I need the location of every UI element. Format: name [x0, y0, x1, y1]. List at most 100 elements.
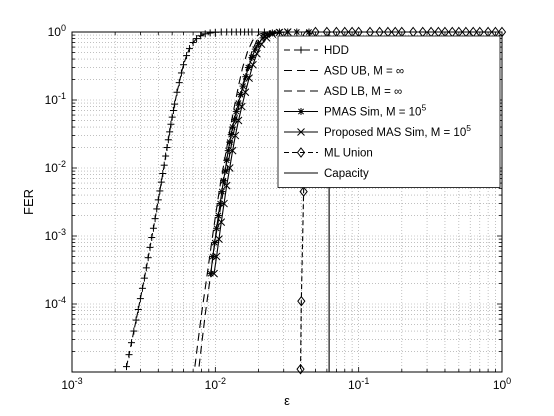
series-point: [207, 270, 215, 278]
series-point: [234, 116, 243, 125]
series-point: [201, 30, 209, 38]
series-point: [223, 156, 231, 164]
legend-label: ML Union: [324, 148, 373, 160]
legend-item: ASD UB, M = ∞: [284, 66, 404, 78]
series-point: [262, 34, 271, 42]
legend-item: HDD: [284, 45, 349, 57]
x-tick-label: 10-1: [348, 376, 369, 392]
x-tick-label: 10-2: [205, 376, 226, 392]
y-tick-label: 10-2: [45, 159, 66, 175]
legend-label: ASD UB, M = ∞: [324, 66, 404, 78]
y-tick-labels: 10-4 10-3 10-2 10-1 100: [45, 23, 66, 311]
series-point: [138, 284, 146, 292]
y-tick-label: 10-3: [45, 227, 66, 243]
series-point: [125, 351, 133, 359]
y-tick-label: 100: [48, 23, 66, 39]
legend: HDD ASD UB, M = ∞ ASD LB, M = ∞ PMAS Sim, M…: [277, 35, 501, 188]
legend-item: Capacity: [284, 168, 369, 180]
y-tick-label: 10-4: [45, 295, 66, 311]
series-point: [210, 269, 218, 278]
series-point: [168, 113, 176, 121]
series-point: [160, 161, 168, 169]
series-point: [132, 316, 140, 324]
series-point: [228, 146, 237, 155]
series-point: [259, 34, 267, 42]
legend-item: ASD LB, M = ∞: [284, 86, 402, 98]
series-point: [211, 239, 219, 247]
legend-item: ML Union: [284, 147, 373, 160]
x-axis-label: ε: [284, 393, 290, 408]
series-point: [216, 200, 224, 208]
series-point: [296, 363, 305, 375]
series-point: [257, 40, 266, 49]
series-point: [171, 100, 179, 108]
x-tick-label: 100: [493, 376, 511, 392]
x-tick-labels: 10-3 10-2 10-1 100: [61, 376, 511, 392]
series-point: [218, 188, 226, 196]
series-point: [167, 120, 175, 128]
series-point: [248, 54, 256, 62]
series-point: [206, 29, 214, 37]
series-point: [166, 128, 174, 136]
legend-label: PMAS Sim, M = 105: [324, 103, 426, 119]
legend-item: Proposed MAS Sim, M = 105: [284, 123, 471, 139]
series-point: [156, 187, 164, 195]
series-point: [219, 177, 227, 185]
series-point: [183, 52, 191, 60]
series-point: [213, 224, 221, 232]
x-tick-label: 10-3: [61, 376, 82, 392]
legend-marker: [297, 128, 305, 136]
series-point: [214, 212, 222, 220]
series-point: [185, 45, 193, 53]
series-point: [249, 60, 257, 69]
series-point: [241, 88, 250, 97]
legend-label: HDD: [324, 45, 349, 57]
series-line: [125, 31, 265, 367]
plot-frame: [71, 31, 503, 373]
series-point: [153, 205, 161, 213]
series-point: [189, 39, 197, 47]
series-point: [226, 138, 234, 146]
series-point: [157, 178, 165, 186]
series-point: [127, 339, 135, 347]
legend-label: ASD LB, M = ∞: [324, 86, 402, 98]
series-point: [142, 264, 150, 272]
legend-marker: [296, 147, 306, 158]
series-point: [148, 234, 156, 242]
legend-label: Proposed MAS Sim, M = 105: [324, 123, 471, 139]
series-point: [173, 88, 181, 96]
series-point: [159, 170, 167, 178]
series-point: [299, 186, 308, 197]
y-tick-label: 10-1: [45, 91, 66, 107]
series-point: [197, 32, 205, 40]
series-point: [154, 196, 162, 204]
legend-label: Capacity: [324, 168, 369, 180]
series-point: [239, 82, 247, 90]
legend-item: PMAS Sim, M = 105: [284, 103, 426, 119]
series-point: [136, 295, 144, 303]
series-point: [193, 35, 201, 43]
series-point: [222, 181, 231, 190]
legend-marker: [297, 46, 305, 54]
series-point: [229, 123, 237, 131]
series-point: [177, 69, 185, 77]
series-point: [297, 295, 306, 307]
series-point: [231, 131, 240, 140]
series-point: [169, 107, 177, 115]
axis-ticks: [71, 31, 503, 373]
series-point: [209, 252, 217, 260]
series-point: [224, 147, 232, 155]
series-point: [163, 144, 171, 152]
series-point: [149, 224, 157, 232]
legend-marker: [297, 108, 305, 115]
series-point: [180, 61, 188, 69]
series-point: [140, 274, 148, 282]
series-point: [253, 49, 261, 58]
series-point: [217, 218, 226, 226]
series-point: [146, 243, 154, 251]
series-point: [130, 327, 138, 335]
series-point: [122, 363, 130, 371]
series-point: [212, 252, 221, 261]
series-point: [220, 199, 228, 208]
